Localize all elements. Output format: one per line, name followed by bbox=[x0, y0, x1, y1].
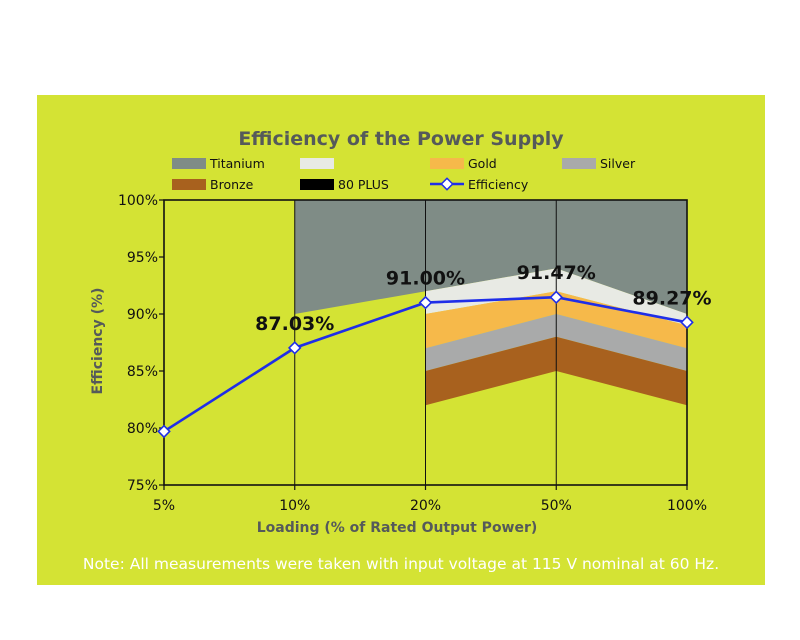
legend-swatch-silver bbox=[562, 158, 596, 169]
efficiency-point bbox=[418, 295, 433, 310]
y-tick-label: 75% bbox=[127, 478, 158, 494]
legend-swatch-platinum bbox=[300, 158, 334, 169]
efficiency-point bbox=[287, 341, 302, 355]
x-tick-label: 20% bbox=[410, 498, 441, 514]
measurement-note: Note: All measurements were taken with i… bbox=[83, 555, 719, 573]
efficiency-point bbox=[680, 315, 694, 330]
y-axis: 75% 80% 85% 90% 95% 100% bbox=[118, 193, 164, 494]
data-label: 89.27% bbox=[632, 287, 711, 309]
data-label: 87.03% bbox=[255, 313, 334, 335]
legend-swatch-80plus bbox=[300, 179, 334, 190]
x-axis-title: Loading (% of Rated Output Power) bbox=[257, 520, 538, 536]
legend-marker-efficiency bbox=[440, 177, 454, 191]
band-layer bbox=[294, 200, 687, 406]
y-tick-label: 85% bbox=[127, 364, 158, 380]
legend-swatch-titanium bbox=[172, 158, 206, 169]
x-axis: 5% 10% 20% 50% 100% bbox=[153, 485, 707, 514]
legend-label-titanium: Titanium bbox=[209, 156, 265, 171]
data-label: 91.47% bbox=[517, 262, 596, 284]
y-axis-title: Efficiency (%) bbox=[90, 288, 106, 395]
legend-swatch-gold bbox=[430, 158, 464, 169]
y-tick-label: 90% bbox=[127, 307, 158, 323]
data-label-layer: 87.03% 91.00% 91.47% 89.27% bbox=[255, 262, 711, 335]
x-tick-label: 10% bbox=[279, 498, 310, 514]
band-platinum bbox=[425, 268, 687, 326]
y-tick-label: 80% bbox=[127, 421, 158, 437]
band-gold bbox=[425, 291, 687, 349]
legend-label-bronze: Bronze bbox=[210, 177, 254, 192]
x-tick-label: 5% bbox=[153, 498, 175, 514]
legend-label-efficiency: Efficiency bbox=[468, 177, 529, 192]
x-tick-label: 50% bbox=[541, 498, 572, 514]
legend: Titanium Gold Silver Bronze 80 PLUS Effi… bbox=[172, 156, 636, 192]
data-label: 91.00% bbox=[386, 268, 465, 290]
chart-title: Efficiency of the Power Supply bbox=[238, 128, 564, 150]
chart-panel: Efficiency of the Power Supply Titanium … bbox=[37, 95, 765, 585]
legend-label-silver: Silver bbox=[600, 156, 636, 171]
legend-label-80plus: 80 PLUS bbox=[338, 177, 389, 192]
efficiency-point bbox=[157, 424, 171, 439]
band-titanium bbox=[294, 200, 687, 314]
series-layer bbox=[157, 290, 694, 439]
y-tick-label: 100% bbox=[118, 193, 158, 209]
y-tick-label: 95% bbox=[127, 250, 158, 266]
legend-label-gold: Gold bbox=[468, 156, 497, 171]
legend-swatch-bronze bbox=[172, 179, 206, 190]
efficiency-chart: Efficiency of the Power Supply Titanium … bbox=[83, 128, 719, 573]
x-tick-label: 100% bbox=[667, 498, 707, 514]
efficiency-point bbox=[549, 290, 564, 305]
